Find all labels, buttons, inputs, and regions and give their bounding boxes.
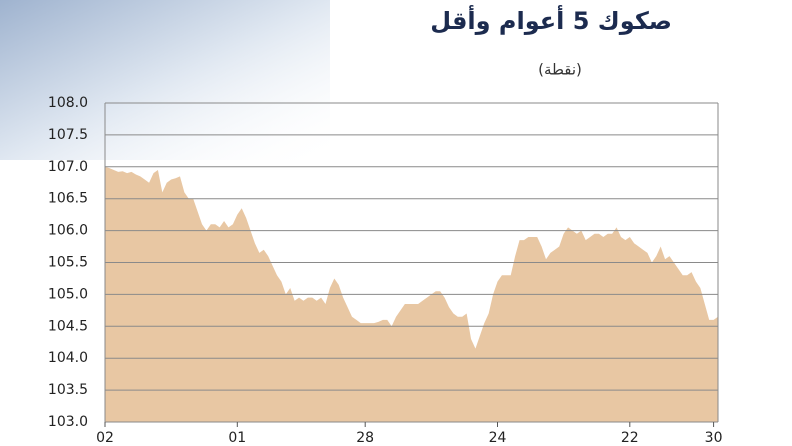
chart-title: صكوك 5 أعوام وأقل [430, 5, 672, 35]
y-tick-label: 106.0 [48, 223, 88, 239]
y-tick-label: 103.0 [48, 414, 88, 430]
x-tick-label: 30 [705, 430, 723, 446]
x-tick-label: 02 [96, 430, 114, 446]
y-tick-label: 107.0 [48, 159, 88, 175]
y-tick-label: 103.5 [48, 382, 88, 398]
x-tick-label: 28 [356, 430, 374, 446]
x-tick-label: 24 [489, 430, 507, 446]
y-tick-label: 104.0 [48, 350, 88, 366]
x-tick-label: 01 [228, 430, 246, 446]
y-tick-label: 105.0 [48, 286, 88, 302]
y-tick-label: 107.5 [48, 127, 88, 143]
y-tick-label: 106.5 [48, 191, 88, 207]
unit-label: (نقطة) [538, 61, 582, 79]
background-image [0, 0, 330, 160]
y-tick-label: 108.0 [48, 95, 88, 111]
y-tick-label: 104.5 [48, 318, 88, 334]
y-tick-label: 105.5 [48, 255, 88, 271]
x-tick-label: 22 [621, 430, 639, 446]
